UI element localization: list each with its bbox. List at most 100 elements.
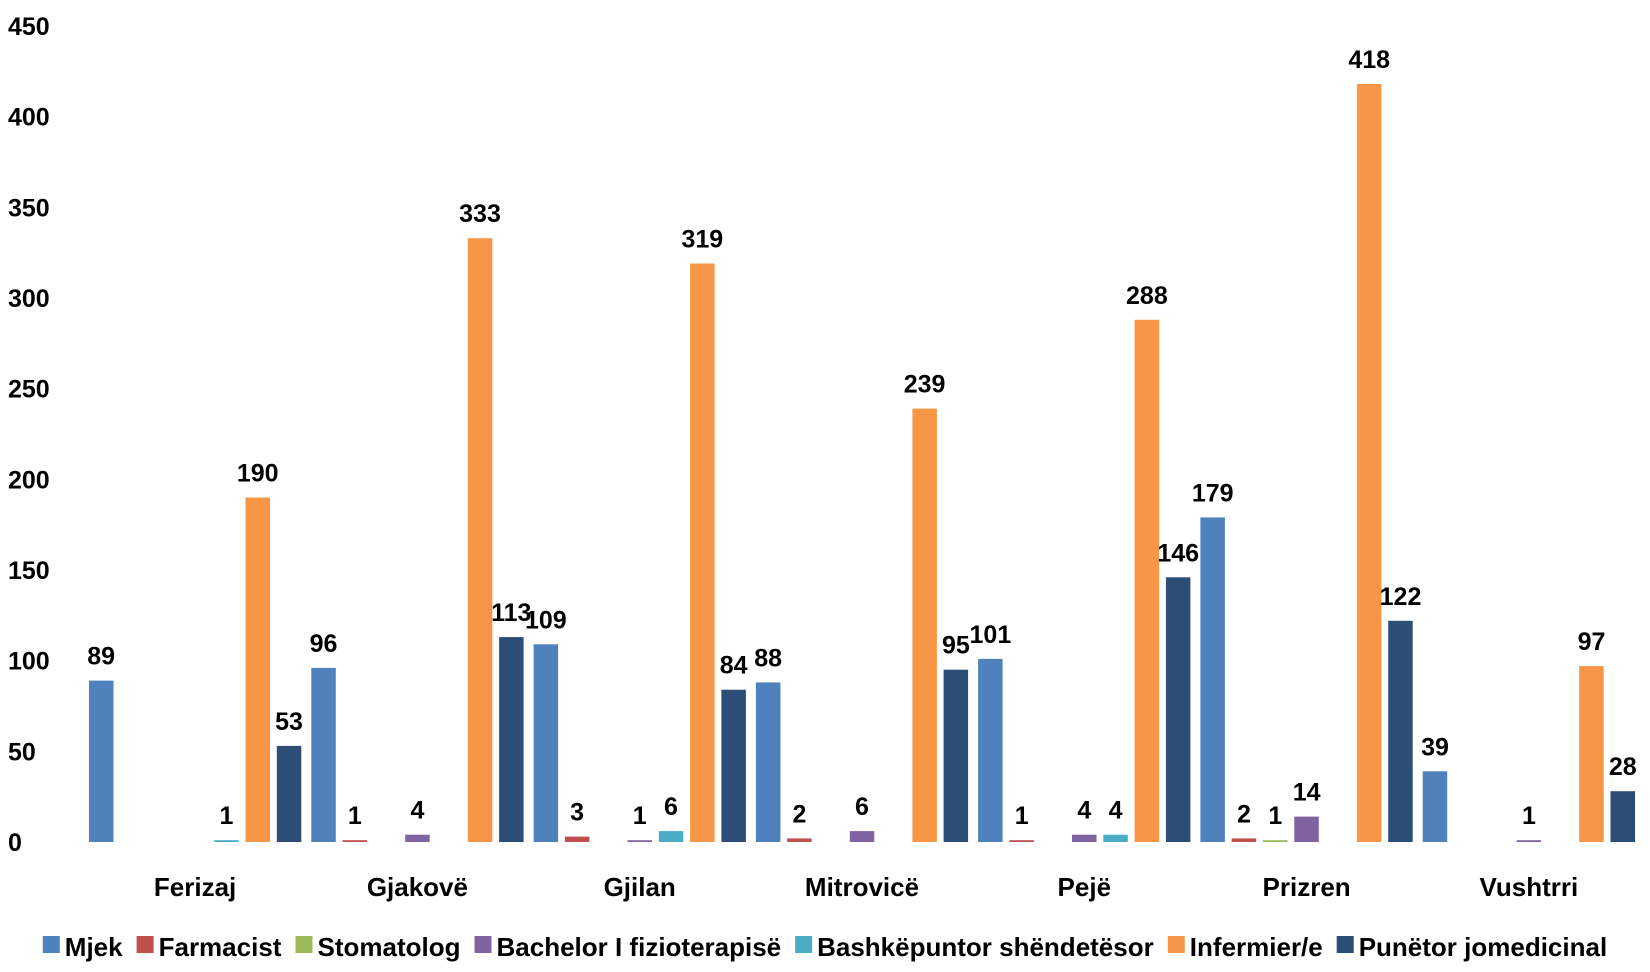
data-label: 1 bbox=[219, 802, 233, 830]
data-label: 1 bbox=[1522, 802, 1536, 830]
legend-item: Stomatolog bbox=[295, 932, 461, 962]
y-tick-label: 350 bbox=[8, 194, 50, 222]
bar bbox=[1200, 517, 1225, 842]
bar bbox=[943, 669, 969, 842]
data-label: 109 bbox=[525, 606, 567, 634]
y-tick-label: 300 bbox=[8, 285, 50, 313]
data-label: 122 bbox=[1380, 583, 1422, 611]
bar bbox=[1072, 834, 1097, 842]
bar bbox=[1263, 840, 1288, 842]
bar bbox=[690, 263, 715, 842]
y-tick-label: 400 bbox=[8, 104, 50, 132]
x-category-label: Pejë bbox=[1058, 872, 1112, 902]
bar bbox=[787, 838, 812, 842]
legend-label: Farmacist bbox=[159, 932, 282, 962]
bar bbox=[214, 840, 239, 842]
data-label: 4 bbox=[410, 797, 424, 825]
data-label: 190 bbox=[237, 460, 279, 488]
bar bbox=[405, 834, 430, 842]
bar bbox=[1422, 771, 1448, 842]
legend-label: Mjek bbox=[65, 932, 123, 962]
x-category-label: Vushtrri bbox=[1480, 872, 1579, 902]
data-label: 146 bbox=[1157, 539, 1199, 567]
data-label: 97 bbox=[1578, 628, 1606, 656]
y-tick-label: 50 bbox=[8, 738, 36, 766]
y-axis: 0 50 100 150 200 250 300 350 400 450 bbox=[8, 13, 50, 857]
x-axis: Ferizaj Gjakovë Gjilan Mitrovicë Pejë Prizren… bbox=[154, 872, 1578, 902]
bar bbox=[276, 745, 302, 842]
data-label: 1 bbox=[348, 802, 362, 830]
data-label: 53 bbox=[275, 708, 303, 736]
legend-label: Bashkëpuntor shëndetësor bbox=[817, 932, 1154, 962]
legend-item: Infermier/e bbox=[1167, 932, 1323, 962]
data-label: 101 bbox=[970, 621, 1012, 649]
data-label: 333 bbox=[459, 200, 501, 228]
data-label: 1 bbox=[1268, 802, 1282, 830]
data-label: 96 bbox=[310, 630, 338, 658]
data-label: 179 bbox=[1192, 479, 1234, 507]
bar bbox=[658, 831, 684, 842]
x-category-label: Prizren bbox=[1263, 872, 1351, 902]
legend-item: Mjek bbox=[42, 932, 123, 962]
data-label: 3 bbox=[570, 799, 584, 827]
bar bbox=[1231, 838, 1257, 842]
data-label: 4 bbox=[1077, 797, 1091, 825]
bar bbox=[89, 680, 114, 842]
data-label: 84 bbox=[720, 652, 748, 680]
bars bbox=[89, 84, 1635, 842]
y-tick-label: 100 bbox=[8, 648, 50, 676]
data-label: 1 bbox=[1015, 802, 1029, 830]
data-label: 89 bbox=[87, 643, 115, 671]
legend: Mjek Farmacist Stomatolog Bachelor I fiziot… bbox=[42, 932, 1608, 962]
bar bbox=[1294, 816, 1319, 842]
data-label: 2 bbox=[1237, 800, 1251, 828]
legend-label: Stomatolog bbox=[318, 932, 461, 962]
data-label: 14 bbox=[1293, 779, 1321, 807]
bar bbox=[1579, 666, 1604, 842]
legend-swatch bbox=[795, 936, 813, 953]
x-category-label: Gjilan bbox=[604, 872, 676, 902]
bar bbox=[1009, 840, 1034, 842]
bar bbox=[978, 658, 1003, 842]
legend-item: Bachelor I fizioterapisë bbox=[474, 932, 782, 962]
data-label: 113 bbox=[491, 599, 531, 627]
bar bbox=[533, 644, 559, 842]
data-label: 39 bbox=[1421, 733, 1449, 761]
legend-item: Bashkëpuntor shëndetësor bbox=[795, 932, 1154, 962]
bar bbox=[1610, 791, 1635, 842]
bar bbox=[849, 831, 875, 842]
data-label: 239 bbox=[904, 371, 946, 399]
y-tick-label: 450 bbox=[8, 13, 50, 41]
data-label: 2 bbox=[792, 800, 806, 828]
legend-swatch bbox=[474, 936, 492, 953]
bar bbox=[342, 840, 368, 842]
y-tick-label: 200 bbox=[8, 466, 50, 494]
bar bbox=[1165, 577, 1191, 842]
legend-item: Farmacist bbox=[136, 932, 282, 962]
bar bbox=[1516, 840, 1542, 842]
legend-swatch bbox=[1167, 936, 1185, 953]
y-tick-label: 150 bbox=[8, 557, 50, 585]
x-category-label: Ferizaj bbox=[154, 872, 236, 902]
bar bbox=[467, 238, 493, 842]
bar bbox=[755, 682, 781, 842]
x-category-label: Gjakovë bbox=[367, 872, 468, 902]
data-label: 288 bbox=[1126, 282, 1168, 310]
bar bbox=[245, 497, 270, 842]
bar bbox=[721, 689, 746, 842]
data-label: 6 bbox=[664, 793, 678, 821]
y-tick-label: 0 bbox=[8, 829, 22, 857]
bar bbox=[1134, 319, 1160, 842]
legend-label: Punëtor jomedicinal bbox=[1359, 932, 1608, 962]
bar bbox=[1388, 620, 1413, 842]
legend-swatch bbox=[136, 936, 154, 953]
bar bbox=[499, 637, 524, 842]
bar bbox=[1103, 834, 1128, 842]
y-tick-label: 250 bbox=[8, 376, 50, 404]
legend-label: Infermier/e bbox=[1190, 932, 1323, 962]
data-label: 28 bbox=[1609, 753, 1637, 781]
data-label: 88 bbox=[754, 644, 782, 672]
legend-label: Bachelor I fizioterapisë bbox=[497, 932, 782, 962]
legend-swatch bbox=[42, 936, 60, 953]
